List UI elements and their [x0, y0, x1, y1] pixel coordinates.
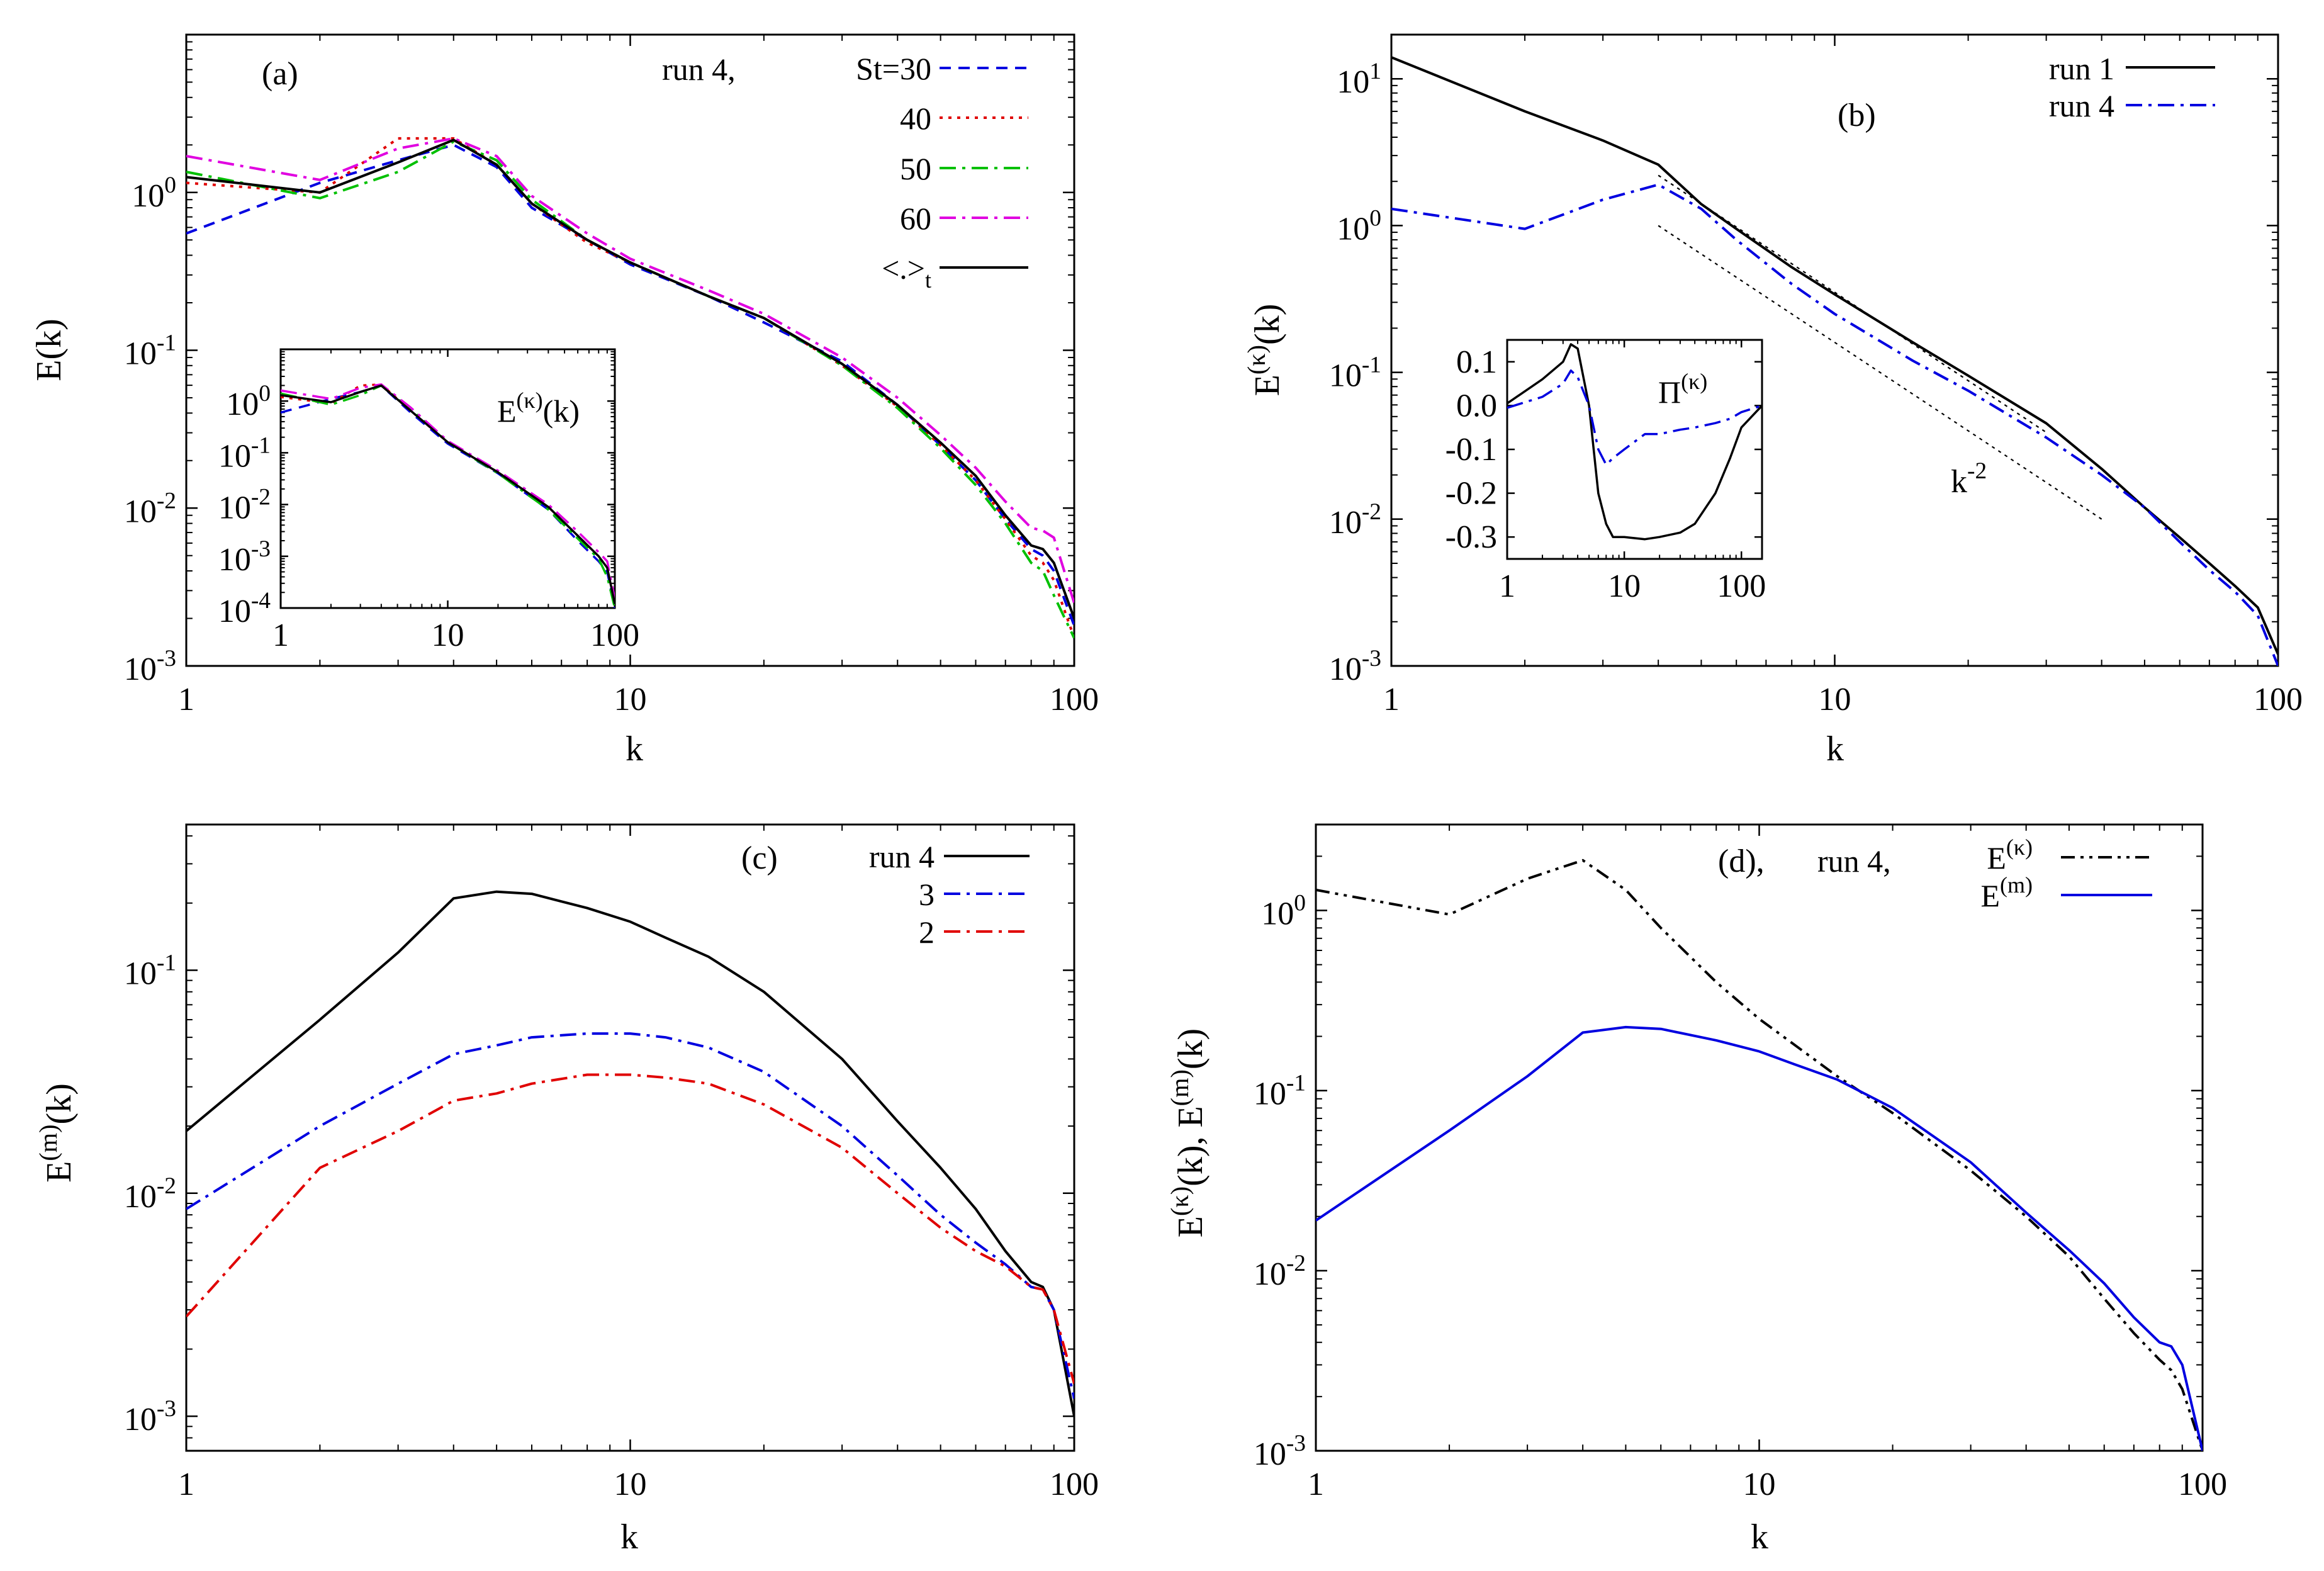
b-inset-series-1 [1507, 369, 1762, 466]
c-xtick-label: 100 [1050, 1467, 1099, 1502]
a-ylabel: E(k) [30, 318, 69, 381]
a-inset-series-4 [281, 384, 615, 604]
b-inset-ytick-label: 0.1 [1456, 344, 1497, 380]
d-ytick-label: 10-1 [1254, 1071, 1306, 1112]
b-xtick-label: 1 [1383, 682, 1400, 718]
a-ytick-label: 10-1 [124, 330, 176, 372]
d-ytick-label: 10-3 [1254, 1431, 1306, 1472]
d-xtick-label: 10 [1743, 1467, 1776, 1502]
c-xlabel: k [620, 1518, 638, 1557]
d-legend-label-1: E(m) [1980, 872, 2033, 913]
b-xtick-label: 100 [2254, 682, 2303, 718]
a-legend-run: run 4, [662, 52, 736, 87]
a-inset-ytick-label: 10-2 [218, 485, 271, 526]
c-legend-label-1: 3 [919, 877, 935, 912]
d-xtick-label: 100 [2178, 1467, 2227, 1502]
a-inset-ytick-label: 10-1 [218, 432, 271, 474]
c-ytick-label: 10-1 [124, 950, 176, 991]
b-inset-ytick-label: -0.1 [1445, 432, 1497, 468]
c-series-0 [186, 890, 1074, 1417]
a-inset-ytick-label: 10-4 [218, 588, 271, 629]
d-xlabel: k [1751, 1518, 1768, 1557]
b-inset-xtick-label: 10 [1608, 568, 1641, 604]
b-xlabel: k [1826, 729, 1844, 769]
b-ytick-label: 10-3 [1329, 646, 1381, 687]
b-xtick-label: 10 [1819, 682, 1851, 718]
a-legend-label-4: <.>t [882, 251, 931, 293]
a-xtick-label: 100 [1050, 682, 1099, 718]
c-series-1 [186, 1032, 1074, 1399]
b-inset-bg [1507, 340, 1762, 559]
panel-d: 1 10 100 10-3 10-2 10-1 100 (d), run 4, E(κ)E(m) k… [1165, 823, 2227, 1557]
panel-a: 1 10 100 10-3 10-2 10-1 100 (a) run 4, St=30 40 50 6… [30, 33, 1099, 769]
a-inset-series-3 [281, 383, 615, 599]
b-legend-label-1: run 4 [2049, 88, 2114, 123]
c-legend-label-2: 2 [919, 915, 935, 950]
a-series-1 [186, 137, 1074, 639]
a-xtick-label: 1 [178, 682, 194, 718]
d-series-1 [1316, 1025, 2203, 1451]
b-ytick-label: 10-1 [1329, 352, 1381, 394]
a-inset-label: E(κ)(k) [497, 388, 580, 429]
c-series-2 [186, 1073, 1074, 1384]
d-legend-label-0: E(κ) [1987, 835, 2033, 876]
a-inset-xtick-label: 100 [590, 617, 639, 653]
a-xtick-label: 10 [614, 682, 647, 718]
d-ylabel: E(κ)(k), E(m)(k) [1165, 1028, 1210, 1237]
b-series-0 [1391, 56, 2278, 655]
a-inset-series-1 [281, 383, 615, 604]
a-series-4 [186, 138, 1074, 619]
panel-c: 1 10 100 10-3 10-2 10-1 (c) run 432 k E(m)(k) [34, 823, 1099, 1557]
c-legend-label-0: run 4 [869, 839, 935, 874]
a-legend-label-2: 50 [900, 151, 931, 186]
d-legend-run: run 4, [1817, 843, 1891, 879]
b-slope-label: k-2 [1951, 458, 1987, 500]
b-inset-xtick-label: 100 [1717, 568, 1766, 604]
b-inset-label: Π(κ) [1658, 369, 1707, 410]
a-inset-xtick-label: 1 [272, 617, 289, 653]
b-ytick-label: 100 [1337, 205, 1381, 247]
a-ytick-label: 10-2 [124, 488, 176, 529]
c-ytick-label: 10-3 [124, 1396, 176, 1438]
d-xtick-label: 1 [1308, 1467, 1324, 1502]
b-inset-xtick-label: 1 [1499, 568, 1515, 604]
c-panel-tag: (c) [741, 840, 778, 876]
a-inset-ytick-label: 100 [226, 381, 271, 422]
c-xtick-label: 1 [178, 1467, 194, 1502]
d-ytick-label: 100 [1261, 891, 1306, 932]
a-inset-bg [281, 349, 615, 608]
d-frame [1315, 823, 2204, 1452]
a-ytick-label: 100 [132, 172, 176, 214]
a-inset-xtick-label: 10 [432, 617, 464, 653]
a-xlabel: k [626, 729, 643, 769]
a-legend-label-1: 40 [900, 101, 931, 136]
c-ylabel: E(m)(k) [34, 1083, 79, 1183]
d-panel-tag: (d), [1718, 843, 1765, 879]
b-series-1 [1391, 183, 2278, 666]
b-inset-ytick-label: -0.2 [1445, 476, 1497, 512]
b-ytick-label: 10-2 [1329, 499, 1381, 541]
b-panel-tag: (b) [1838, 98, 1876, 133]
b-inset-ytick-label: 0.0 [1456, 388, 1497, 424]
a-series-0 [186, 144, 1074, 626]
c-frame [185, 823, 1075, 1452]
b-inset-series-0 [1507, 343, 1762, 541]
a-legend-label-3: 60 [900, 201, 931, 236]
a-ytick-label: 10-3 [124, 646, 176, 687]
a-inset-ytick-label: 10-3 [218, 536, 271, 578]
d-series-0 [1316, 859, 2203, 1451]
a-panel-tag: (a) [262, 56, 298, 92]
b-legend-label-0: run 1 [2049, 51, 2114, 86]
b-ytick-label: 101 [1337, 59, 1381, 100]
b-ylabel: E(κ)(k) [1242, 304, 1287, 397]
b-inset-ytick-label: -0.3 [1445, 519, 1497, 555]
c-ytick-label: 10-2 [124, 1173, 176, 1215]
b-reference-line-0 [1658, 225, 2102, 520]
a-legend-label-0: St=30 [856, 51, 931, 86]
c-xtick-label: 10 [614, 1467, 647, 1502]
a-inset-series-2 [281, 384, 615, 608]
d-ytick-label: 10-2 [1254, 1251, 1306, 1292]
